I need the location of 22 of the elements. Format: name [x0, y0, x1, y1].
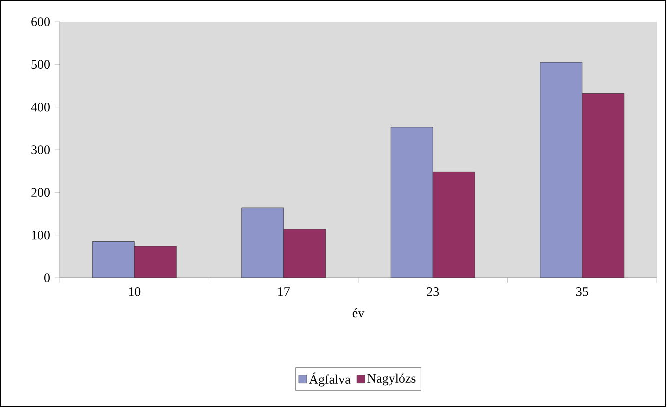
y-tick-label: 600 [32, 18, 50, 26]
y-tick-label: 200 [32, 188, 50, 198]
x-tick-label: 10 [129, 288, 141, 296]
x-axis-title: év [352, 308, 365, 318]
y-tick-label: 100 [32, 230, 50, 240]
x-tick-label: 17 [278, 288, 290, 296]
bar [390, 127, 434, 278]
bar [284, 229, 326, 278]
legend-label: Nagylózs [368, 374, 416, 386]
bar [432, 172, 476, 278]
bar [134, 246, 177, 278]
x-tick-label: 35 [576, 288, 588, 296]
bar [92, 242, 135, 278]
bar [242, 208, 284, 278]
legend-label: Ágfalva [309, 372, 351, 387]
y-tick-label: 400 [31, 102, 50, 112]
bar [582, 93, 625, 278]
x-tick-label: 23 [427, 288, 440, 296]
bar [540, 62, 583, 278]
y-tick-label: 500 [32, 60, 50, 70]
y-tick-label: 0 [44, 274, 50, 282]
y-tick-label: 300 [32, 146, 50, 154]
